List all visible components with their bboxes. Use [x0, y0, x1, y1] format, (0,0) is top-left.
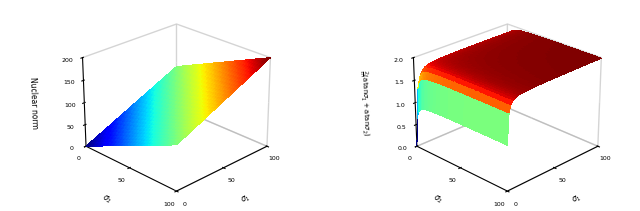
X-axis label: $\sigma_1$: $\sigma_1$ — [240, 193, 253, 206]
X-axis label: $\sigma_1$: $\sigma_1$ — [571, 193, 584, 206]
Y-axis label: $\sigma_2$: $\sigma_2$ — [431, 193, 444, 206]
Y-axis label: $\sigma_2$: $\sigma_2$ — [100, 193, 113, 206]
